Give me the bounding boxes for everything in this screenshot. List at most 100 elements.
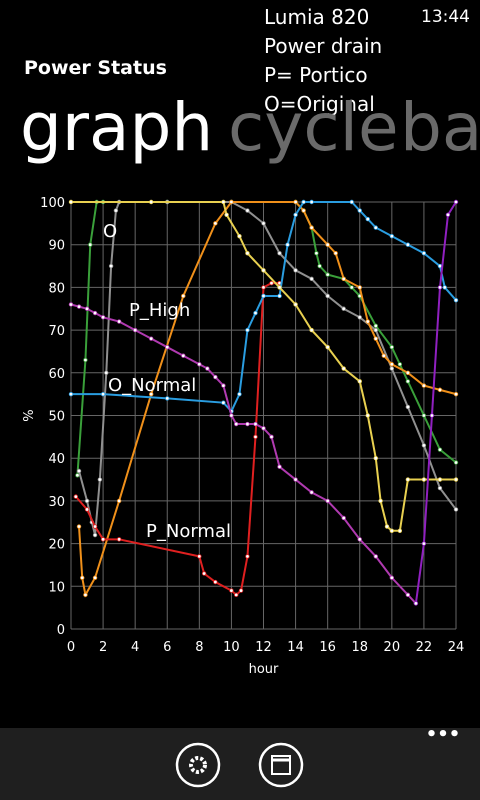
data-point	[213, 221, 218, 226]
data-point	[309, 327, 314, 333]
data-point	[80, 575, 85, 580]
data-point	[389, 362, 395, 367]
data-point	[437, 447, 443, 452]
data-point	[309, 490, 314, 495]
data-point	[389, 344, 395, 350]
data-point	[373, 554, 378, 559]
data-point	[437, 477, 443, 482]
data-point	[116, 537, 122, 542]
annotation: O	[103, 221, 117, 242]
data-point	[405, 242, 411, 247]
data-point	[301, 208, 306, 213]
app-bar	[0, 728, 480, 800]
x-tick-label: 22	[416, 640, 433, 655]
data-point	[261, 426, 266, 431]
data-point	[245, 251, 250, 256]
settings-button[interactable]	[175, 742, 221, 788]
x-tick-label: 16	[319, 640, 336, 655]
data-point	[92, 575, 98, 580]
data-point	[325, 293, 330, 299]
data-point	[229, 199, 234, 205]
pivot-item[interactable]: ba	[400, 89, 480, 166]
data-point	[213, 579, 218, 585]
data-point	[405, 404, 411, 410]
data-point	[293, 212, 298, 218]
overlay-line: Lumia 820	[264, 5, 369, 29]
data-point	[277, 293, 282, 299]
y-tick-label: 20	[48, 538, 65, 553]
data-point	[88, 242, 93, 247]
x-tick-label: 24	[448, 640, 465, 655]
y-tick-label: 90	[48, 239, 65, 254]
pivot-item[interactable]: cycle	[228, 89, 399, 166]
data-point	[261, 285, 266, 290]
pivot-active[interactable]: graph	[20, 89, 213, 166]
data-point	[429, 413, 435, 418]
x-tick-label: 12	[255, 640, 272, 655]
data-point	[453, 391, 459, 397]
overlay-line: O=Original	[264, 92, 375, 116]
data-point	[76, 468, 82, 474]
data-point	[365, 413, 370, 418]
data-point	[84, 306, 90, 311]
data-point	[253, 421, 258, 427]
data-point	[293, 199, 298, 205]
x-tick-label: 2	[99, 640, 107, 655]
data-point	[221, 199, 226, 205]
data-point	[181, 293, 186, 299]
data-point	[389, 233, 395, 239]
x-tick-label: 10	[223, 640, 240, 655]
data-point	[309, 225, 314, 230]
data-point	[269, 434, 274, 440]
data-point	[108, 263, 114, 269]
data-point	[405, 477, 411, 482]
annotation: P_High	[129, 300, 190, 321]
data-point	[197, 554, 202, 559]
data-point	[277, 285, 282, 290]
data-point	[442, 285, 447, 290]
data-point	[113, 208, 119, 213]
data-point	[92, 532, 98, 538]
data-point	[277, 464, 282, 469]
overlay-line: Power drain	[264, 34, 382, 58]
overlay-line: P= Portico	[264, 63, 368, 87]
data-point	[317, 263, 322, 269]
data-point	[261, 221, 266, 226]
x-tick-label: 4	[131, 640, 139, 655]
data-point	[389, 366, 395, 371]
data-point	[197, 362, 202, 367]
data-point	[100, 537, 106, 542]
y-tick-label: 80	[48, 281, 65, 296]
data-point	[100, 391, 106, 397]
data-point	[237, 391, 242, 397]
data-point	[357, 315, 362, 320]
data-point	[421, 383, 427, 388]
data-point	[349, 199, 354, 205]
data-point	[237, 233, 242, 239]
data-point	[92, 310, 98, 316]
data-point	[453, 199, 459, 205]
data-point	[445, 212, 451, 218]
data-point	[384, 524, 390, 529]
data-point	[205, 366, 210, 371]
data-point	[116, 319, 122, 324]
y-tick-label: 70	[48, 324, 65, 339]
data-point	[229, 413, 234, 418]
data-point	[245, 421, 250, 427]
data-point	[309, 276, 314, 282]
more-button[interactable]: •••	[426, 724, 461, 745]
y-tick-label: 60	[48, 367, 65, 382]
series-line	[76, 201, 457, 476]
data-point	[453, 460, 459, 465]
gear-icon	[189, 756, 207, 774]
data-point	[76, 304, 82, 309]
data-point	[97, 477, 103, 482]
calendar-button[interactable]	[258, 742, 304, 788]
data-point	[229, 588, 234, 593]
data-point	[224, 212, 229, 218]
data-point	[421, 443, 427, 448]
data-point	[301, 199, 306, 205]
data-point	[357, 379, 362, 384]
data-point	[116, 498, 122, 504]
data-point	[325, 272, 330, 277]
